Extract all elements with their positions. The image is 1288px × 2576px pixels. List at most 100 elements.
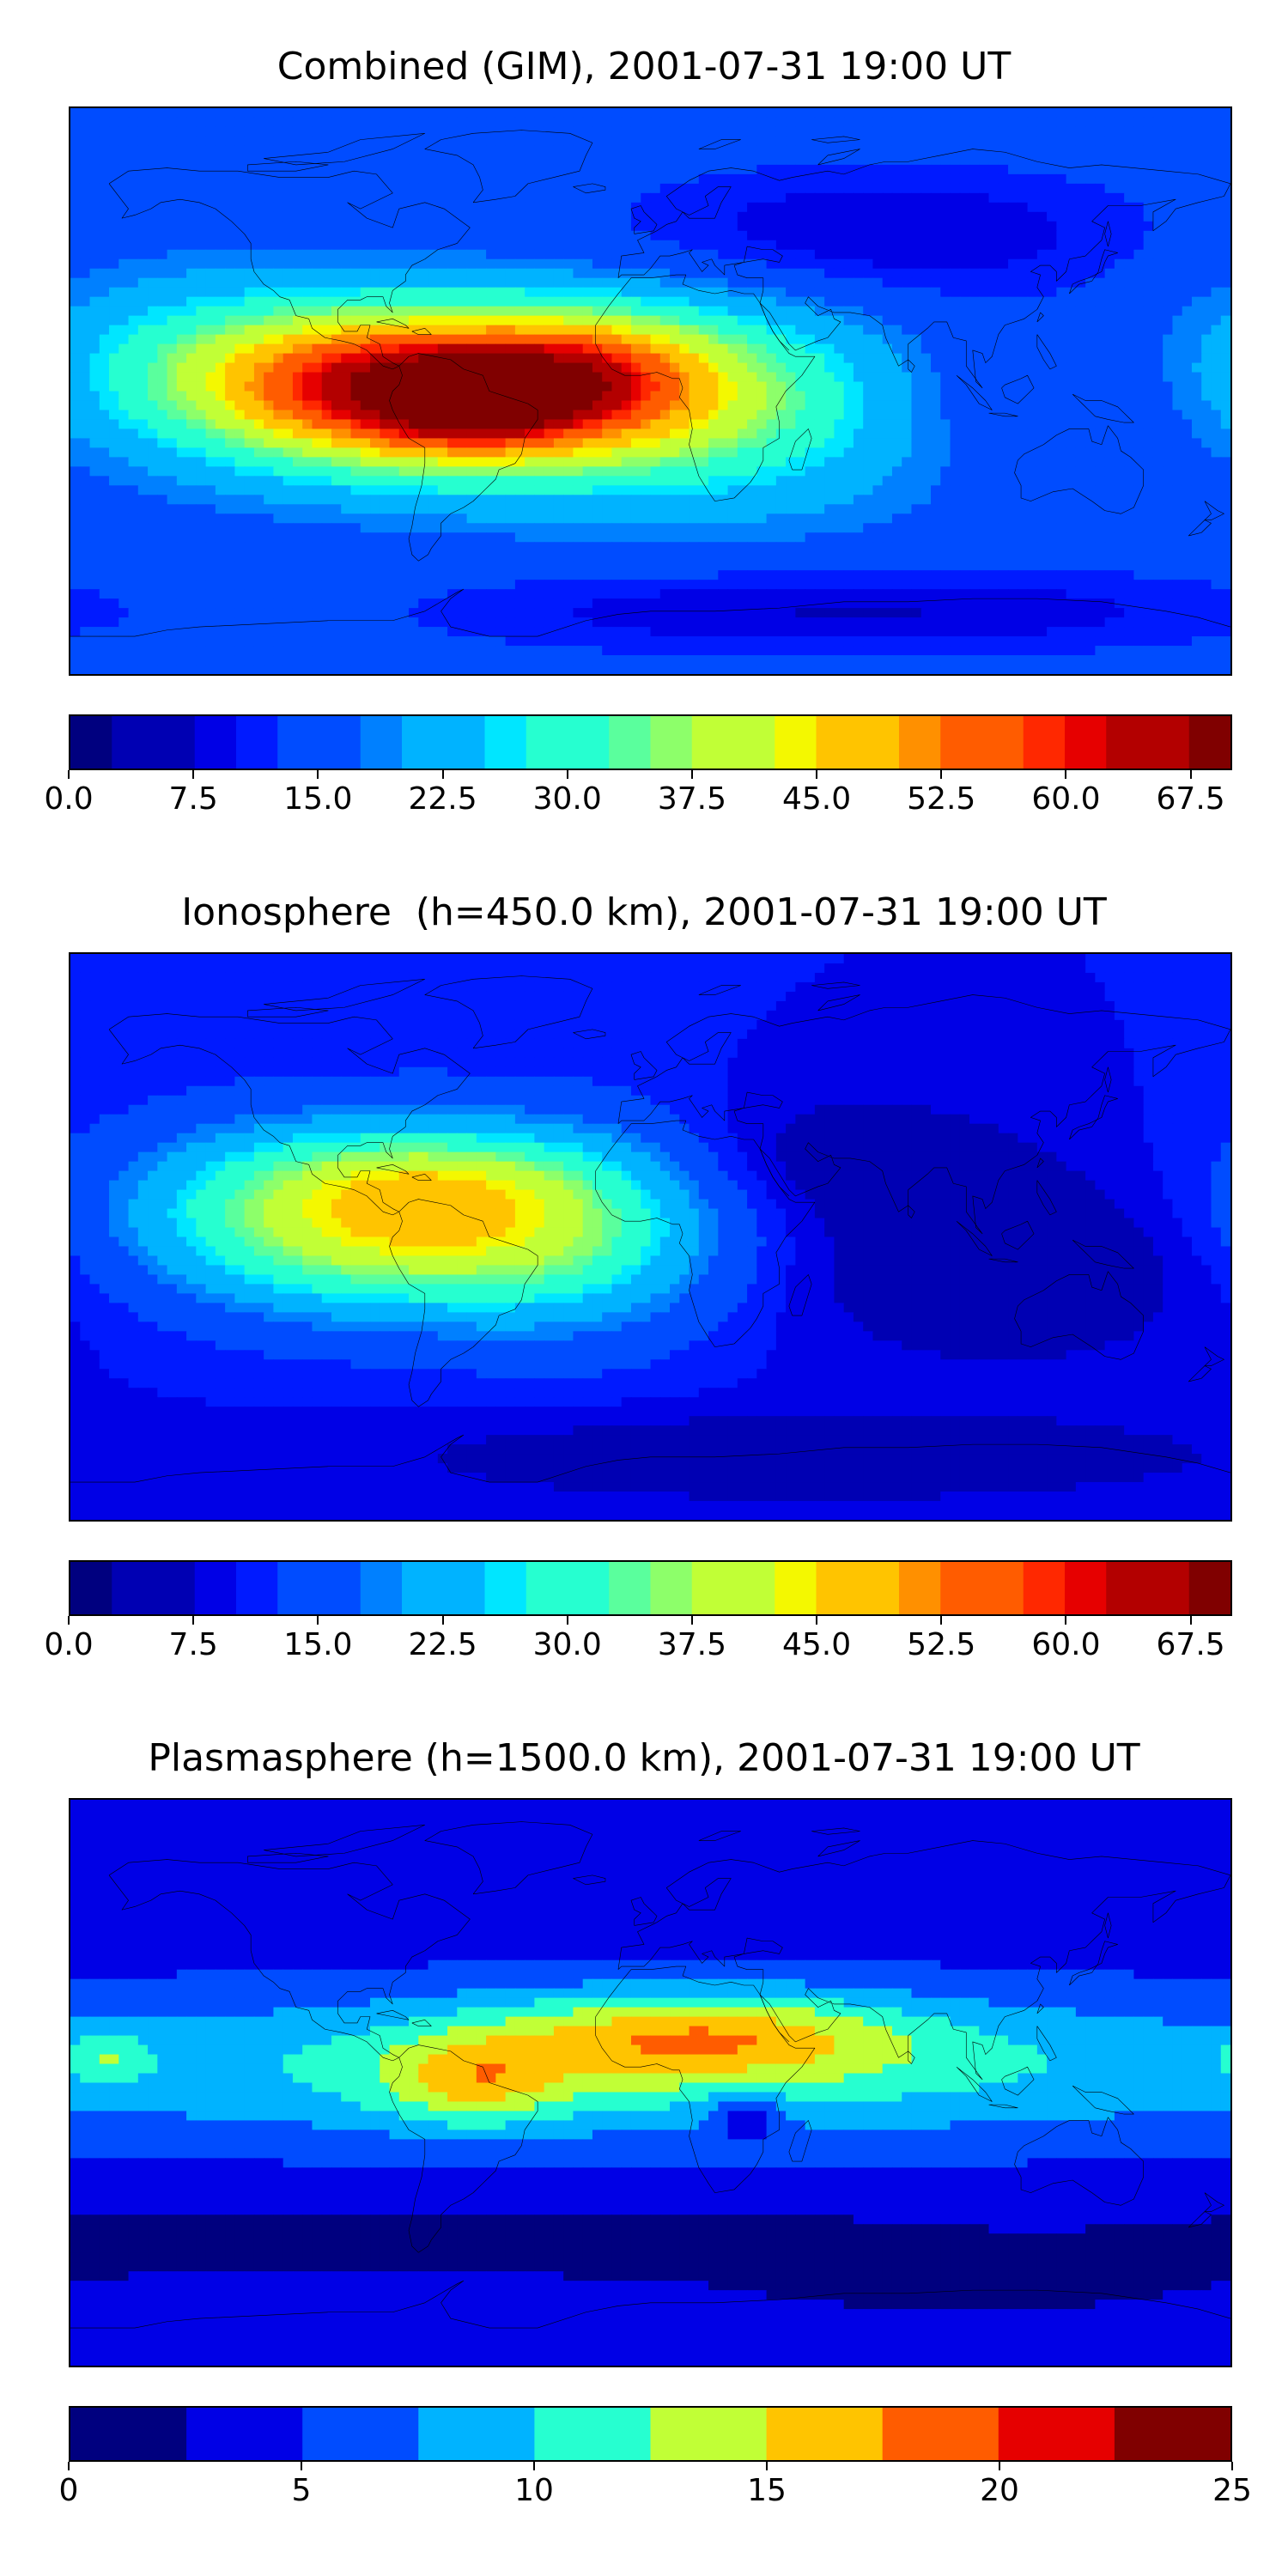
heatmap-cell bbox=[1085, 362, 1096, 374]
heatmap-cell bbox=[292, 410, 303, 420]
heatmap-cell bbox=[544, 240, 555, 251]
heatmap-cell bbox=[766, 126, 777, 137]
heatmap-cell bbox=[824, 353, 835, 364]
heatmap-cell bbox=[602, 476, 613, 486]
heatmap-cell bbox=[911, 325, 922, 336]
heatmap-cell bbox=[1036, 343, 1048, 355]
heatmap-cell bbox=[582, 240, 593, 251]
heatmap-cell bbox=[225, 230, 235, 241]
heatmap-cell bbox=[370, 230, 380, 241]
heatmap-cell bbox=[370, 400, 380, 411]
heatmap-cell bbox=[775, 334, 787, 345]
heatmap-cell bbox=[1114, 438, 1125, 448]
heatmap-cell bbox=[292, 211, 303, 222]
heatmap-cell bbox=[824, 164, 835, 175]
heatmap-cell bbox=[137, 485, 149, 495]
heatmap-cell bbox=[1124, 230, 1134, 241]
heatmap-cell bbox=[1085, 466, 1096, 477]
heatmap-cell bbox=[389, 173, 400, 185]
heatmap-cell bbox=[1143, 334, 1154, 345]
heatmap-cell bbox=[215, 315, 226, 326]
heatmap-cell bbox=[1220, 315, 1230, 326]
heatmap-cell bbox=[544, 476, 555, 486]
heatmap-cell bbox=[775, 476, 787, 486]
heatmap-cell bbox=[1036, 249, 1048, 260]
heatmap-cell bbox=[398, 343, 410, 355]
heatmap-cell bbox=[902, 211, 913, 222]
heatmap-cell bbox=[1095, 117, 1106, 128]
heatmap-cell bbox=[689, 381, 700, 392]
heatmap-cell bbox=[698, 173, 709, 185]
heatmap-cell bbox=[1133, 315, 1145, 326]
heatmap-cell bbox=[167, 145, 178, 156]
heatmap-cell bbox=[418, 334, 429, 345]
heatmap-cell bbox=[988, 485, 999, 495]
heatmap-cell bbox=[331, 155, 342, 166]
heatmap-cell bbox=[737, 117, 748, 128]
heatmap-cell bbox=[775, 325, 787, 336]
heatmap-cell bbox=[1036, 438, 1048, 448]
heatmap-cell bbox=[940, 145, 951, 156]
heatmap-cell bbox=[1114, 173, 1125, 185]
heatmap-cell bbox=[988, 183, 999, 194]
heatmap-cell bbox=[959, 230, 970, 241]
heatmap-cell bbox=[244, 419, 255, 429]
heatmap-cell bbox=[370, 485, 380, 495]
heatmap-cell bbox=[264, 117, 274, 128]
heatmap-cell bbox=[341, 230, 352, 241]
heatmap-cell bbox=[321, 485, 332, 495]
heatmap-cell bbox=[437, 476, 448, 486]
heatmap-cell bbox=[157, 457, 168, 467]
heatmap-cell bbox=[273, 315, 284, 326]
heatmap-cell bbox=[167, 419, 178, 429]
heatmap-cell bbox=[186, 164, 197, 175]
heatmap-cell bbox=[109, 164, 119, 175]
heatmap-cell bbox=[679, 287, 690, 298]
heatmap-cell bbox=[998, 164, 1009, 175]
heatmap-cell bbox=[670, 353, 680, 364]
heatmap-cell bbox=[766, 268, 777, 279]
heatmap-cell bbox=[196, 325, 207, 336]
heatmap-cell bbox=[621, 136, 632, 147]
heatmap-cell bbox=[979, 126, 990, 137]
heatmap-cell bbox=[950, 117, 961, 128]
heatmap-cell bbox=[302, 457, 313, 467]
heatmap-cell bbox=[370, 277, 380, 289]
heatmap-cell bbox=[447, 476, 458, 486]
heatmap-cell bbox=[775, 438, 787, 448]
heatmap-cell bbox=[466, 240, 477, 251]
heatmap-cell bbox=[718, 202, 729, 213]
heatmap-cell bbox=[109, 108, 119, 118]
heatmap-cell bbox=[1104, 457, 1115, 467]
heatmap-cell bbox=[959, 438, 970, 448]
heatmap-cell bbox=[843, 117, 854, 128]
heatmap-cell bbox=[902, 108, 913, 118]
heatmap-cell bbox=[398, 183, 410, 194]
heatmap-cell bbox=[891, 372, 902, 383]
heatmap-cell bbox=[834, 410, 845, 420]
heatmap-cell bbox=[1191, 268, 1202, 279]
heatmap-cell bbox=[553, 268, 564, 279]
heatmap-cell bbox=[99, 202, 110, 213]
heatmap-cell bbox=[205, 296, 216, 307]
heatmap-cell bbox=[911, 391, 922, 402]
heatmap-cell bbox=[273, 183, 284, 194]
heatmap-cell bbox=[582, 277, 593, 289]
heatmap-cell bbox=[940, 457, 951, 467]
heatmap-cell bbox=[283, 145, 294, 156]
heatmap-cell bbox=[1018, 315, 1029, 326]
heatmap-cell bbox=[370, 457, 380, 467]
heatmap-cell bbox=[1075, 202, 1086, 213]
heatmap-cell bbox=[979, 315, 990, 326]
heatmap-cell bbox=[582, 334, 593, 345]
heatmap-cell bbox=[1104, 334, 1115, 345]
heatmap-cell bbox=[1066, 400, 1077, 411]
heatmap-cell bbox=[882, 372, 893, 383]
heatmap-cell bbox=[264, 192, 274, 204]
heatmap-cell bbox=[234, 230, 246, 241]
heatmap-cell bbox=[882, 277, 893, 289]
heatmap-cell bbox=[283, 211, 294, 222]
heatmap-cell bbox=[582, 400, 593, 411]
heatmap-cell bbox=[292, 476, 303, 486]
heatmap-cell bbox=[611, 476, 623, 486]
